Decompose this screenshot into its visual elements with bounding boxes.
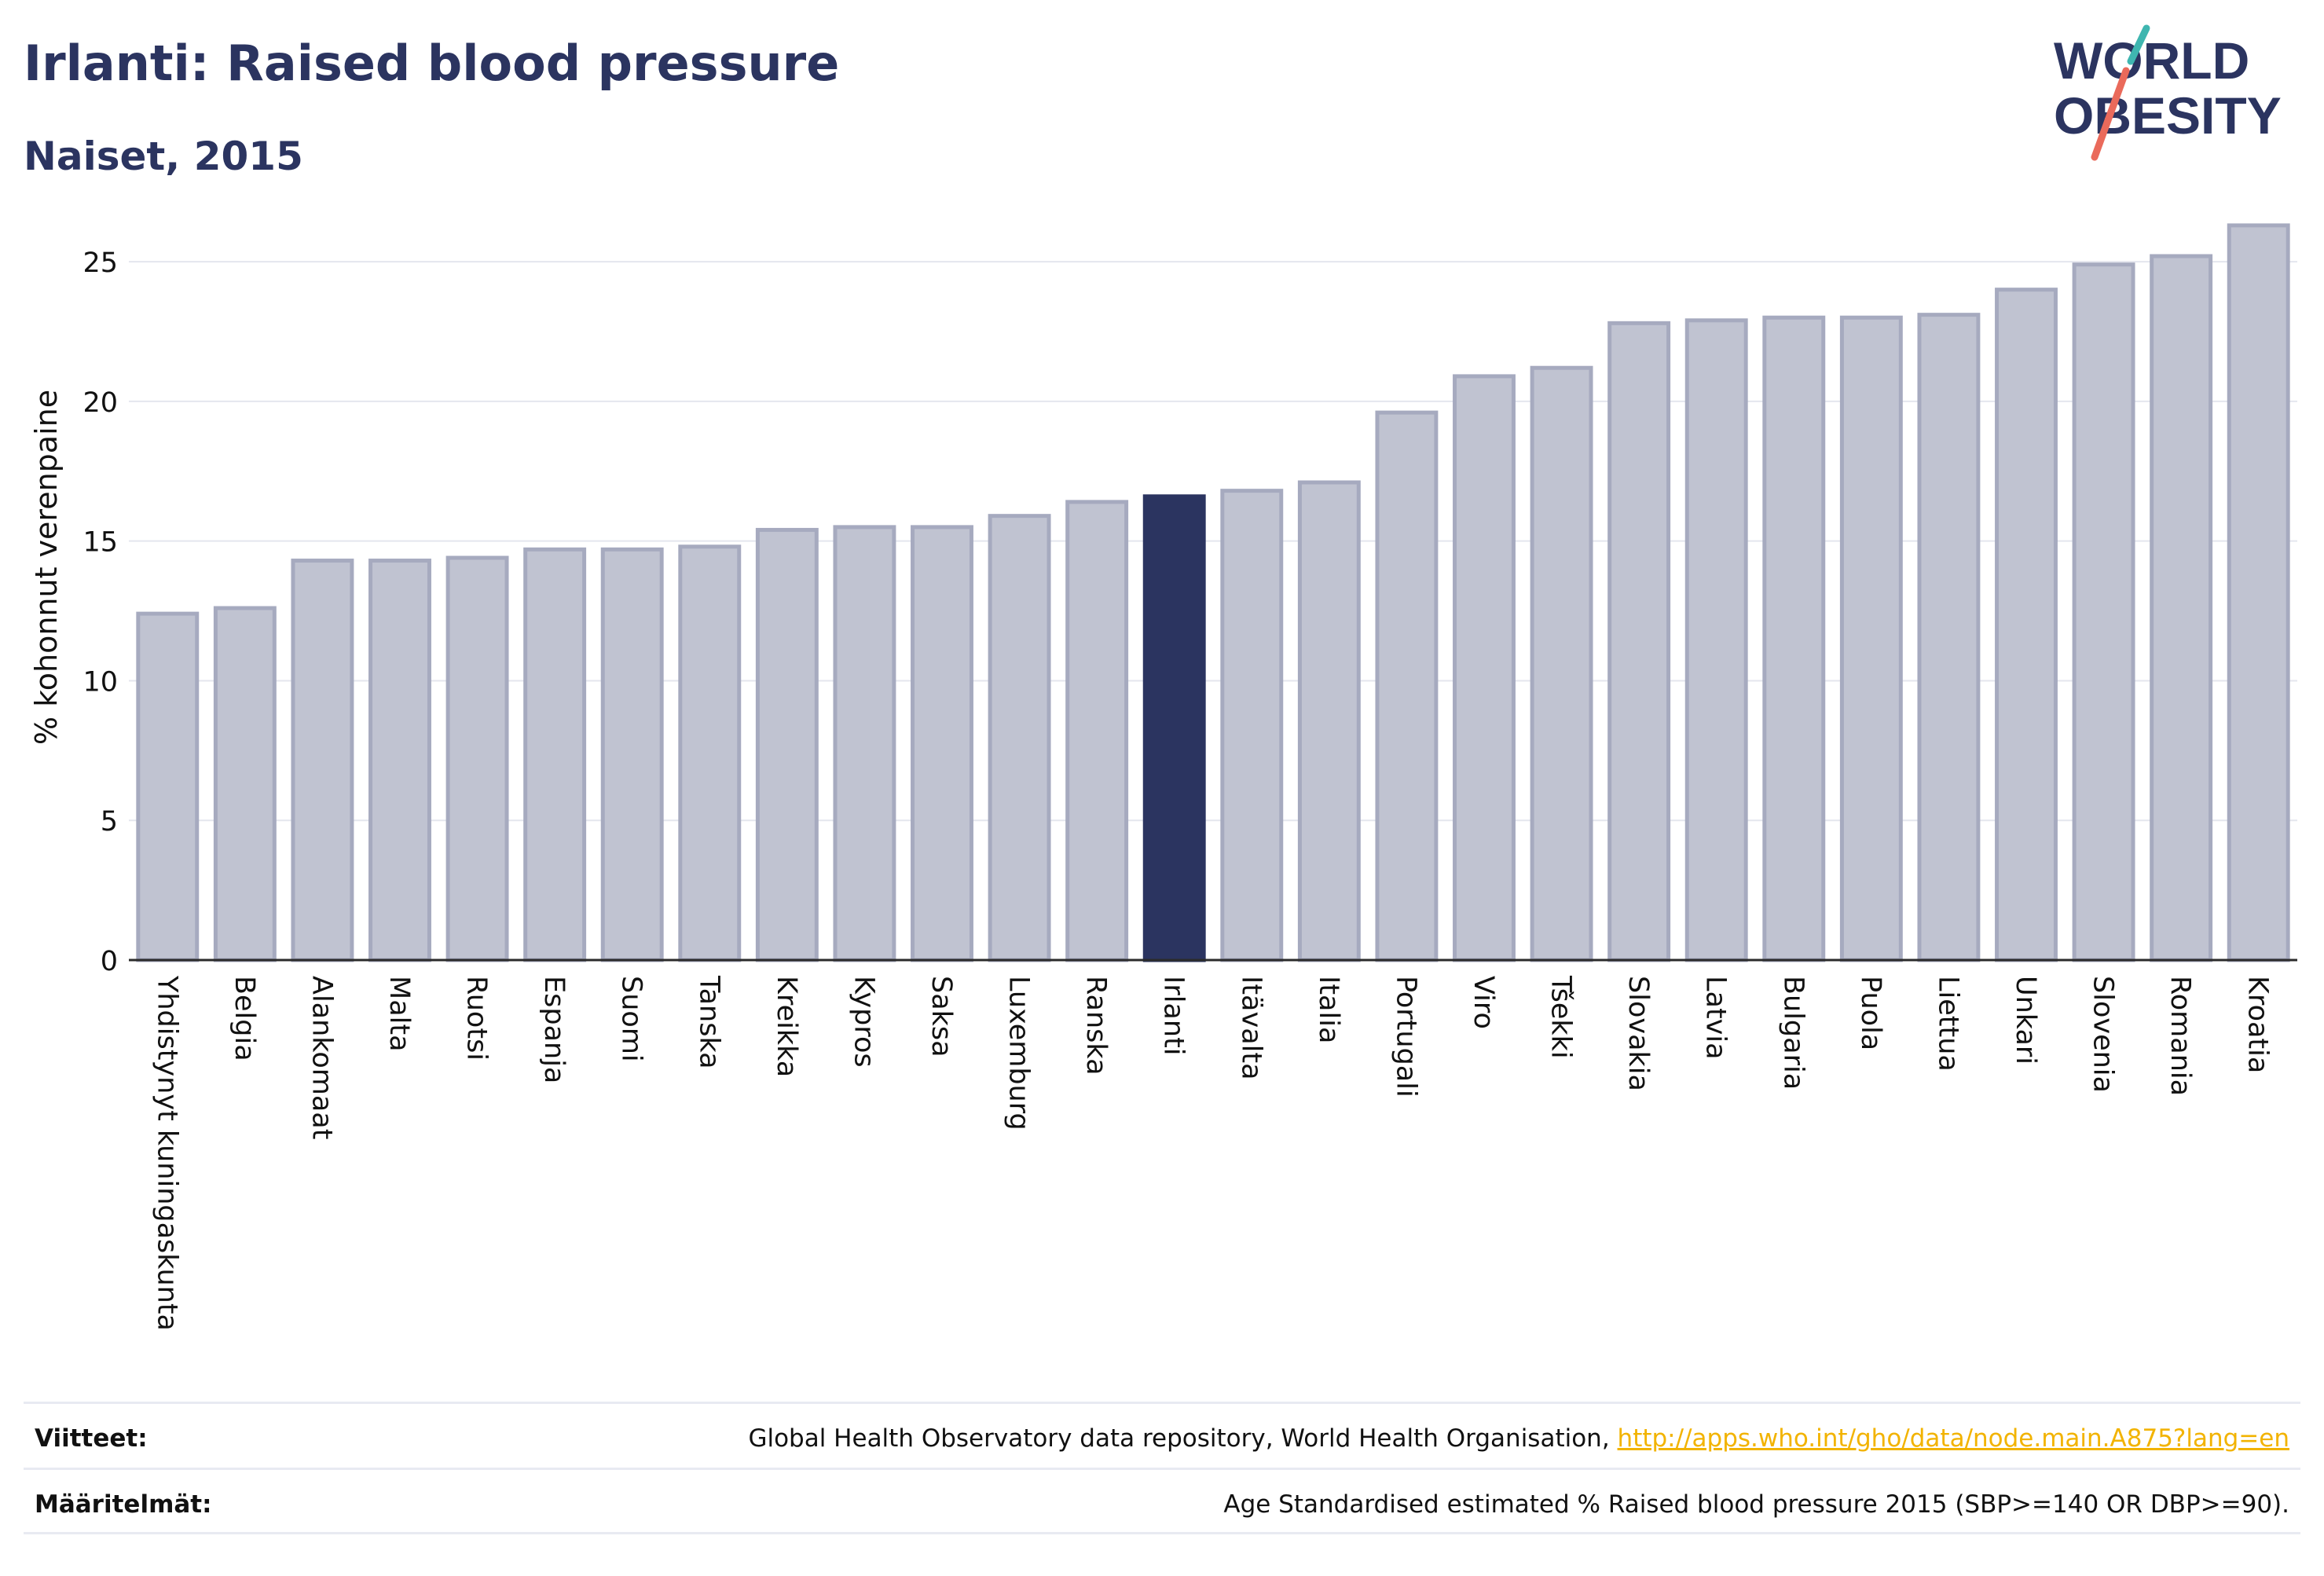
footer-divider-middle (24, 1468, 2300, 1470)
y-tick-label: 15 (82, 527, 118, 559)
x-tick-label: Irlanti (1158, 976, 1189, 1056)
sources-link[interactable]: http://apps.who.int/gho/data/node.main.A… (1617, 1424, 2289, 1453)
y-tick-label: 0 (101, 946, 118, 977)
x-tick-label: Luxemburg (1003, 976, 1035, 1131)
world-obesity-logo: WORLD OBESITY (2054, 24, 2282, 161)
x-axis-ticks: Yhdistynyt kuningaskunta Belgia Alankomaat… (151, 975, 2273, 1331)
x-tick-label: Ruotsi (461, 976, 493, 1061)
bar-kypros (833, 525, 896, 962)
y-tick-label: 25 (82, 247, 118, 279)
x-tick-label: Slovenia (2088, 976, 2119, 1093)
x-tick-label: Yhdistynyt kuningaskunta (151, 975, 182, 1331)
x-tick-label: Malta (383, 976, 415, 1052)
bar-irlanti (1142, 494, 1206, 962)
bar-itävalta (1220, 489, 1284, 962)
footer-definitions-row: Määritelmät: Age Standardised estimated … (24, 1472, 2300, 1537)
bar-alankomaat (291, 559, 354, 962)
bar-ranska (1065, 500, 1129, 962)
bar-yhdistynyt-kuningaskunta (136, 611, 200, 962)
x-tick-label: Belgia (229, 976, 260, 1061)
y-tick-label: 5 (101, 806, 118, 837)
definitions-label: Määritelmät: (35, 1490, 212, 1519)
y-axis-label: % kohonnut verenpaine (29, 390, 64, 745)
bars (136, 223, 2290, 962)
y-axis-ticks: 0 5 10 15 20 25 (82, 247, 118, 977)
bar-kreikka (755, 527, 819, 962)
bar-viro (1453, 374, 1516, 962)
x-tick-label: Latvia (1700, 976, 1732, 1060)
x-tick-label: Bulgaria (1777, 976, 1809, 1090)
bar-italia (1297, 480, 1361, 962)
bar-slovenia (2072, 262, 2135, 962)
logo-word-2: OBESITY (2054, 86, 2282, 145)
x-tick-label: Alankomaat (306, 976, 337, 1139)
x-tick-label: Slovakia (1622, 976, 1654, 1091)
x-tick-label: Ranska (1080, 976, 1112, 1076)
chart-subtitle: Naiset, 2015 (24, 134, 303, 179)
bar-luxemburg (988, 514, 1051, 962)
x-tick-label: Saksa (926, 976, 957, 1057)
bar-puola (1839, 315, 1903, 962)
y-tick-label: 10 (82, 666, 118, 698)
footer-divider-top (24, 1402, 2300, 1404)
bar-slovakia (1607, 321, 1671, 962)
bar-liettua (1917, 313, 1981, 962)
bar-portugali (1375, 410, 1439, 962)
sources-text: Global Health Observatory data repositor… (748, 1424, 1610, 1453)
chart-title: Irlanti: Raised blood pressure (24, 35, 840, 92)
x-tick-label: Liettua (1932, 976, 1963, 1072)
x-tick-label: Viro (1468, 976, 1499, 1029)
bar-romania (2150, 254, 2213, 962)
bar-bulgaria (1762, 315, 1826, 962)
x-tick-label: Itävalta (1235, 976, 1266, 1080)
x-tick-label: Unkari (2010, 976, 2041, 1065)
bar-latvia (1684, 318, 1748, 962)
footer-sources-row: Viitteet: Global Health Observatory data… (24, 1406, 2300, 1471)
logo-word-1: WORLD (2054, 31, 2249, 90)
bar-tanska (678, 544, 742, 962)
definitions-text: Age Standardised estimated % Raised bloo… (1223, 1490, 2289, 1519)
x-tick-label: Romania (2165, 976, 2196, 1096)
sources-value: Global Health Observatory data repositor… (748, 1424, 2300, 1453)
bar-unkari (1995, 288, 2058, 962)
x-tick-label: Tanska (693, 975, 724, 1069)
bar-belgia (213, 606, 277, 962)
x-tick-label: Puola (1855, 976, 1886, 1050)
bar-espanja (523, 547, 587, 962)
bar-kroatia (2227, 223, 2290, 962)
bar-saksa (911, 525, 973, 962)
x-tick-label: Espanja (538, 976, 570, 1083)
footer-divider-bottom (24, 1532, 2300, 1534)
bar-suomi (600, 547, 664, 962)
x-tick-label: Portugali (1390, 976, 1421, 1098)
x-tick-label: Suomi (616, 976, 647, 1062)
y-tick-label: 20 (82, 387, 118, 419)
x-tick-label: Italia (1313, 976, 1344, 1043)
bar-malta (368, 559, 431, 962)
x-tick-label: Tšekki (1545, 975, 1577, 1059)
logo-slash-teal (2127, 24, 2150, 65)
logo-slash-coral (2091, 67, 2130, 161)
bar-tšekki (1530, 365, 1593, 962)
x-tick-label: Kypros (848, 976, 879, 1068)
sources-label: Viitteet: (35, 1424, 148, 1453)
x-tick-label: Kroatia (2242, 976, 2274, 1073)
bar-ruotsi (445, 555, 509, 962)
bar-chart: 0 5 10 15 20 25 Yhdistynyt kuningaskunta Belgi… (29, 223, 2297, 1331)
x-tick-label: Kreikka (771, 976, 802, 1077)
